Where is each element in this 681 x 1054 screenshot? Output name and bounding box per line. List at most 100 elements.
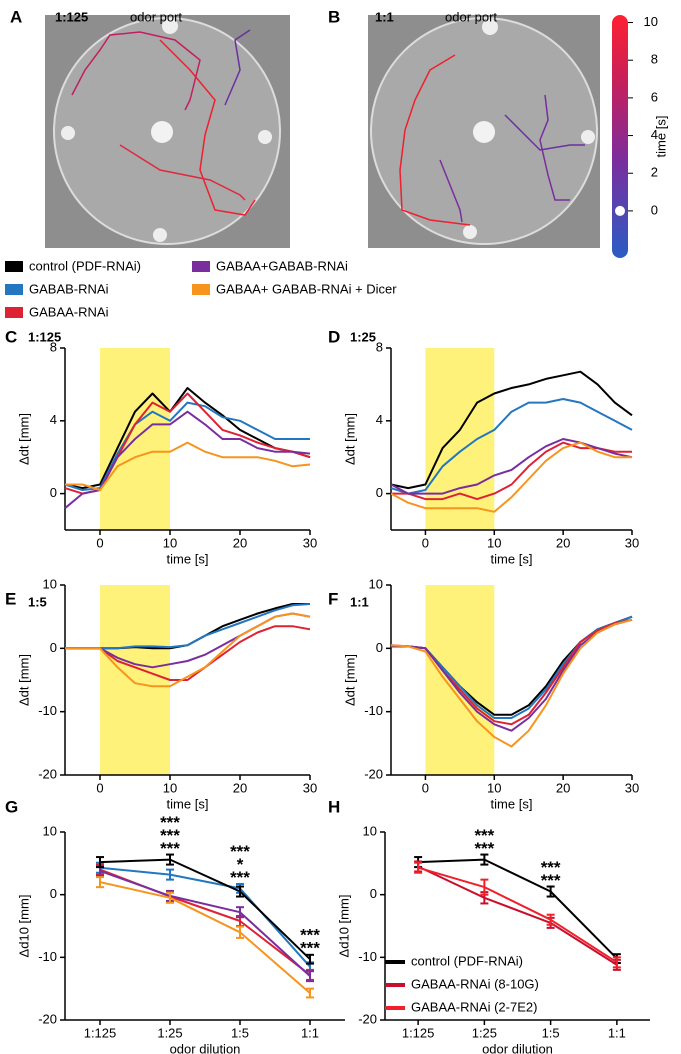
significance-marker: *** xyxy=(474,839,494,858)
panel-label: A xyxy=(10,7,22,26)
x-tick-label: 20 xyxy=(556,780,570,795)
x-axis-label: time [s] xyxy=(167,796,209,811)
series-line xyxy=(390,618,633,748)
x-tick-label: 1:25 xyxy=(157,1025,182,1040)
significance-marker: *** xyxy=(160,826,180,845)
panel-label: H xyxy=(328,797,340,816)
x-tick-label: 10 xyxy=(163,535,177,550)
panel-title: 1:5 xyxy=(28,594,47,609)
series-line xyxy=(99,881,311,994)
legend-label: GABAA+ GABAB-RNAi + Dicer xyxy=(216,281,397,296)
x-tick-label: 0 xyxy=(422,535,429,550)
series-line xyxy=(65,612,311,688)
legend-label: control (PDF-RNAi) xyxy=(411,953,523,968)
legend-label: GABAA-RNAi (2-7E2) xyxy=(411,999,537,1014)
x-tick-label: 0 xyxy=(96,535,103,550)
stimulus-window xyxy=(425,348,495,530)
x-tick-label: 1:5 xyxy=(542,1025,560,1040)
y-tick-label: -20 xyxy=(358,1011,377,1026)
x-tick-label: 10 xyxy=(163,780,177,795)
y-tick-label: -10 xyxy=(38,949,57,964)
x-axis-label: time [s] xyxy=(491,551,533,566)
panel-title: 1:125 xyxy=(55,9,88,24)
y-tick-label: -20 xyxy=(38,1011,57,1026)
series-line xyxy=(64,401,310,491)
y-tick-label: 0 xyxy=(50,640,57,655)
stimulus-window xyxy=(425,585,495,775)
panel-label: F xyxy=(328,589,338,608)
x-axis-label: time [s] xyxy=(167,551,209,566)
significance-marker: * xyxy=(237,855,244,874)
y-axis-label: Δdt [mm] xyxy=(16,413,31,465)
series-line xyxy=(418,858,618,960)
significance-marker: *** xyxy=(300,926,320,945)
series-line xyxy=(64,387,311,490)
panel-label: G xyxy=(5,797,18,816)
y-tick-label: 8 xyxy=(50,339,57,354)
x-tick-label: 20 xyxy=(233,780,247,795)
legend-swatch xyxy=(5,261,23,272)
legend-swatch xyxy=(5,284,23,295)
panel-title: 1:125 xyxy=(28,329,61,344)
significance-marker: *** xyxy=(300,939,320,958)
x-tick-label: 1:125 xyxy=(402,1025,435,1040)
series-line xyxy=(99,858,311,960)
series-line xyxy=(99,866,311,968)
significance-marker: *** xyxy=(230,842,250,861)
y-tick-label: 0 xyxy=(50,886,57,901)
colorbar-start-marker xyxy=(615,205,625,216)
legend-swatch xyxy=(192,261,210,272)
colorbar-tick-label: 2 xyxy=(651,165,658,180)
stimulus-window xyxy=(100,585,170,775)
x-tick-label: 30 xyxy=(303,780,317,795)
x-axis-label: odor dilution xyxy=(170,1041,241,1054)
y-axis-label: Δdt [mm] xyxy=(342,413,357,465)
y-tick-label: 10 xyxy=(43,576,57,591)
y-tick-label: 4 xyxy=(50,412,57,427)
y-tick-label: -10 xyxy=(364,703,383,718)
significance-marker: *** xyxy=(474,826,494,845)
y-tick-label: 10 xyxy=(43,823,57,838)
x-tick-label: 30 xyxy=(625,780,639,795)
panel-title: 1:1 xyxy=(375,9,394,24)
series-line xyxy=(65,603,311,650)
significance-marker: *** xyxy=(160,839,180,858)
panel-title: 1:1 xyxy=(350,594,369,609)
y-tick-label: -20 xyxy=(38,766,57,781)
significance-marker: *** xyxy=(230,868,250,887)
colorbar xyxy=(612,15,628,258)
colorbar-tick-label: 8 xyxy=(651,52,658,67)
colorbar-tick-label: 6 xyxy=(651,89,658,104)
x-tick-label: 1:1 xyxy=(608,1025,626,1040)
x-tick-label: 10 xyxy=(487,780,501,795)
y-tick-label: 0 xyxy=(376,640,383,655)
x-tick-label: 30 xyxy=(625,535,639,550)
y-axis-label: Δdt [mm] xyxy=(342,654,357,706)
y-tick-label: 10 xyxy=(363,823,377,838)
panel-label: E xyxy=(5,589,16,608)
y-tick-label: 0 xyxy=(370,886,377,901)
arena-photo-a xyxy=(45,15,290,248)
colorbar-tick-label: 10 xyxy=(644,14,658,29)
x-tick-label: 1:1 xyxy=(301,1025,319,1040)
legend-label: control (PDF-RNAi) xyxy=(29,258,141,273)
x-tick-label: 20 xyxy=(233,535,247,550)
colorbar-label: time [s] xyxy=(653,116,668,158)
series-line xyxy=(417,866,618,964)
x-tick-label: 1:25 xyxy=(472,1025,497,1040)
y-axis-label: Δdt [mm] xyxy=(16,654,31,706)
x-axis-label: odor dilution xyxy=(482,1041,553,1054)
legend-label: GABAB-RNAi xyxy=(29,281,109,296)
colorbar-tick-label: 4 xyxy=(651,127,658,142)
y-tick-label: 4 xyxy=(376,412,383,427)
y-axis-label: Δd10 [mm] xyxy=(336,895,351,958)
series-line xyxy=(390,438,633,495)
series-line xyxy=(417,865,618,966)
x-tick-label: 30 xyxy=(303,535,317,550)
y-tick-label: 0 xyxy=(50,485,57,500)
y-axis-label: Δd10 [mm] xyxy=(16,895,31,958)
arena-photo-b xyxy=(368,15,600,248)
y-tick-label: 10 xyxy=(369,576,383,591)
series-line xyxy=(65,441,311,491)
